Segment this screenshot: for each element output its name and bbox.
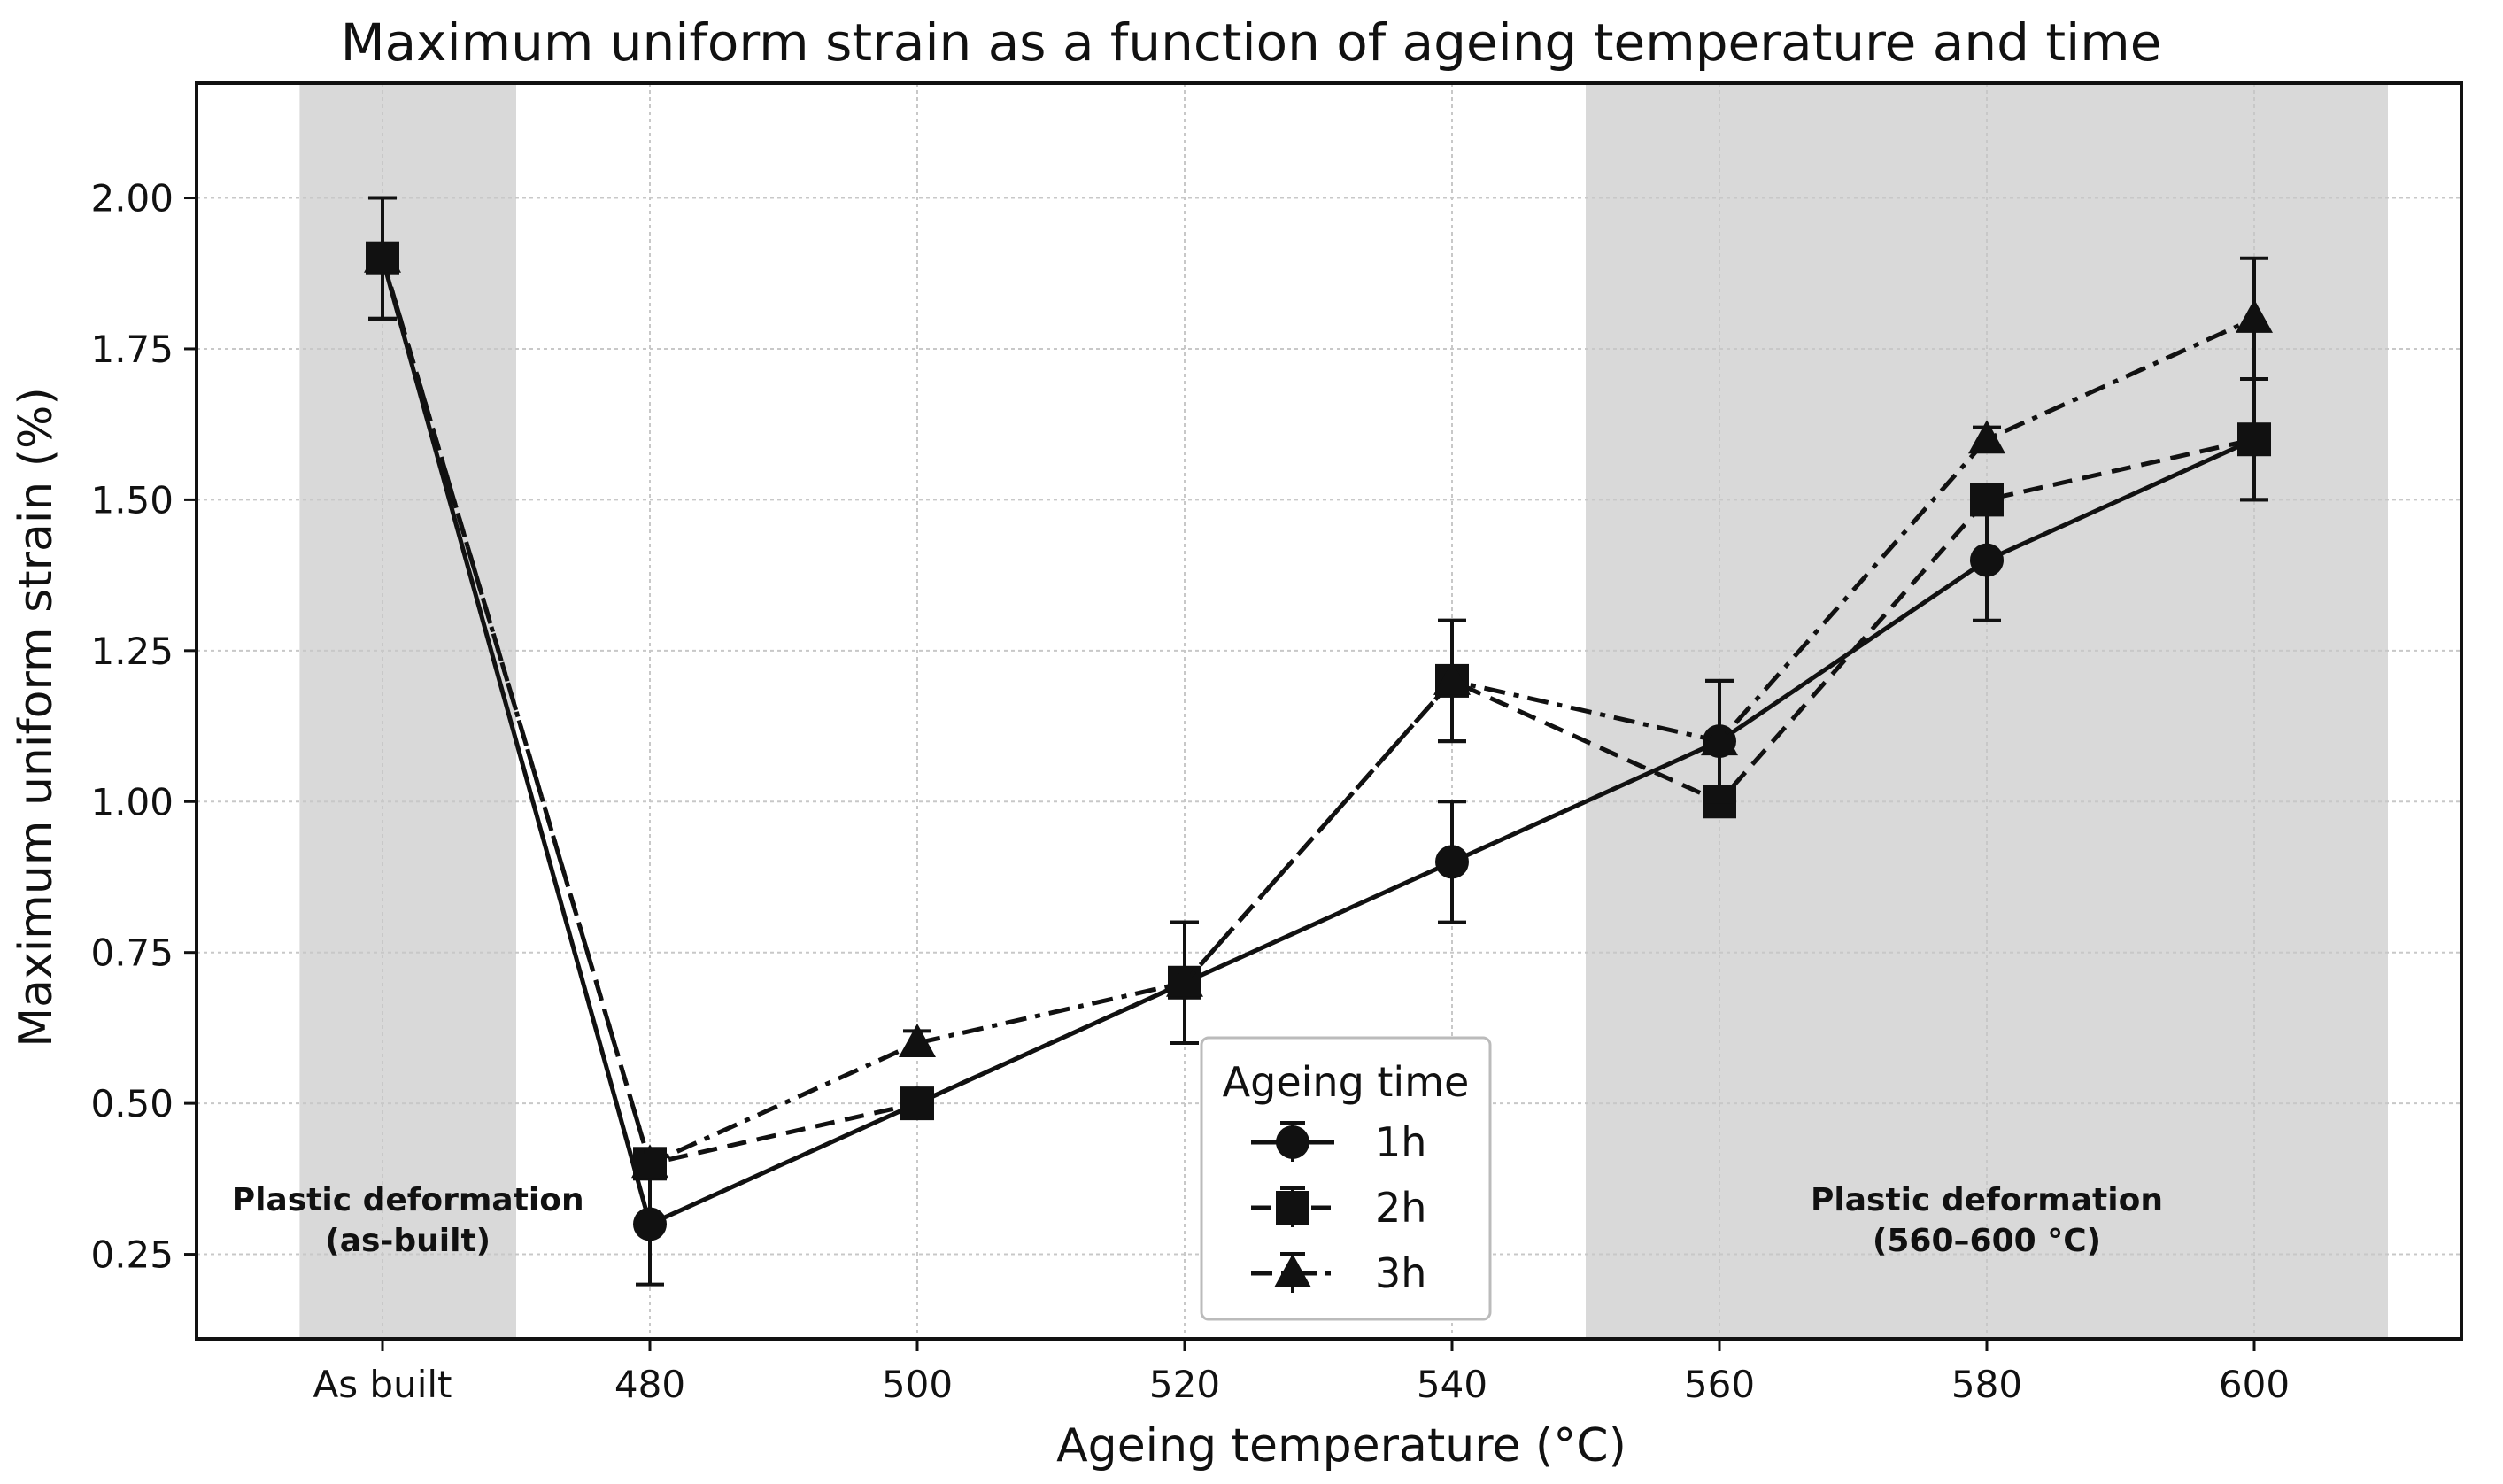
y-tick-label: 0.50 xyxy=(90,1082,174,1125)
ticks: As built 480 500 520 540 560 580 600 0.25 0.50 0.7… xyxy=(90,177,2290,1406)
data-point-1h xyxy=(633,1207,667,1241)
legend-marker-3h xyxy=(1274,1254,1311,1287)
data-point-3h xyxy=(2236,298,2273,333)
x-tick-label: 580 xyxy=(1951,1363,2022,1406)
x-axis-label: Ageing temperature (°C) xyxy=(1056,1419,1626,1472)
data-point-3h xyxy=(631,1144,668,1179)
legend: Ageing time 1h 2h 3h xyxy=(1200,1036,1492,1321)
plot-frame xyxy=(195,81,2463,1341)
y-tick-label: 1.75 xyxy=(90,328,174,371)
data-point-3h xyxy=(1968,420,2005,454)
data-point-1h xyxy=(1970,543,2004,577)
data-point-1h xyxy=(1435,845,1469,879)
data-point-3h xyxy=(364,238,401,273)
legend-label-1h: 1h xyxy=(1375,1118,1426,1166)
y-axis-label: Maximum uniform strain (%) xyxy=(10,387,63,1047)
shaded-region-0 xyxy=(299,83,516,1339)
annotations: Plastic deformation (as-built) Plastic def… xyxy=(232,1182,2163,1259)
legend-label-2h: 2h xyxy=(1375,1184,1426,1232)
data-point-2h xyxy=(2237,422,2271,457)
y-tick-label: 0.75 xyxy=(90,931,174,975)
y-tick-label: 1.25 xyxy=(90,630,174,673)
data-point-3h xyxy=(899,1023,936,1057)
grid xyxy=(197,83,2461,1339)
shaded-region-label-0: Plastic deformation xyxy=(232,1182,584,1218)
x-tick-label: 560 xyxy=(1684,1363,1755,1406)
shaded-region-sublabel-0: (as-built) xyxy=(325,1223,491,1259)
y-tick-label: 0.25 xyxy=(90,1233,174,1277)
shaded-region-1 xyxy=(1586,83,2388,1339)
x-tick-label: 540 xyxy=(1417,1363,1487,1406)
y-tick-label: 2.00 xyxy=(90,177,174,220)
chart-title: Maximum uniform strain as a function of … xyxy=(341,12,2162,73)
x-tick-label: 500 xyxy=(882,1363,953,1406)
data-point-3h xyxy=(1701,722,1738,756)
y-tick-label: 1.00 xyxy=(90,780,174,823)
x-tick-label: As built xyxy=(313,1363,452,1406)
series-layer xyxy=(364,196,2273,1287)
x-tick-label: 520 xyxy=(1149,1363,1220,1406)
legend-marker-2h xyxy=(1276,1191,1309,1225)
data-point-3h xyxy=(1166,962,1203,997)
x-tick-label: 600 xyxy=(2219,1363,2290,1406)
series-line-3h xyxy=(380,257,2256,1167)
data-point-2h xyxy=(1970,483,2004,517)
series-3h xyxy=(364,196,2273,1179)
data-point-2h xyxy=(900,1086,934,1121)
data-point-3h xyxy=(1433,661,1471,695)
legend-label-3h: 3h xyxy=(1375,1249,1426,1297)
shaded-region-label-1: Plastic deformation xyxy=(1811,1182,2163,1218)
x-tick-label: 480 xyxy=(614,1363,685,1406)
legend-marker-1h xyxy=(1276,1125,1309,1159)
shaded-region-sublabel-1: (560–600 °C) xyxy=(1873,1223,2101,1259)
series-line-1h xyxy=(380,258,2256,1227)
series-line-2h xyxy=(380,257,2255,1167)
y-tick-label: 1.50 xyxy=(90,478,174,522)
legend-box xyxy=(1200,1036,1492,1321)
legend-title: Ageing time xyxy=(1223,1058,1470,1106)
